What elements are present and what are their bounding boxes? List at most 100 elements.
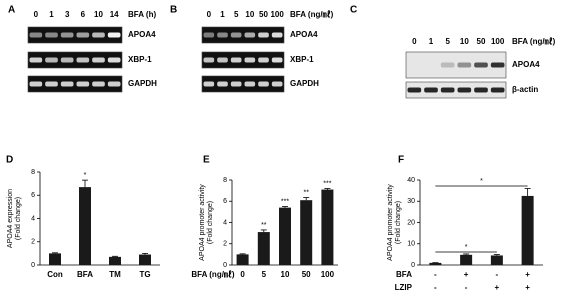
gel-strip [27, 26, 123, 44]
condition-value: + [495, 283, 500, 292]
significance: * [84, 172, 87, 179]
gel-band [457, 62, 472, 68]
y-tick-label: 2 [223, 241, 227, 248]
gel-band [258, 81, 269, 87]
lane-label: 5 [445, 37, 450, 46]
gel-band [60, 32, 74, 38]
gel-band [258, 57, 269, 63]
lane-label: 0 [34, 10, 39, 19]
row-label: β-actin [512, 85, 538, 94]
y-axis-label: (Fold change) [395, 201, 402, 244]
significance: *** [323, 180, 331, 187]
x-tick-label: TM [109, 270, 121, 279]
gel-strip [201, 75, 285, 93]
condition-name: BFA [396, 270, 412, 279]
gel-band [244, 57, 256, 63]
lane-label: 50 [259, 10, 268, 19]
y-tick-label: 8 [223, 177, 227, 184]
gel-band [107, 57, 121, 63]
gel-band [217, 57, 228, 63]
gel-band [217, 32, 228, 38]
y-tick-label: 0 [411, 262, 415, 269]
panel-label: D [6, 155, 13, 166]
bar [521, 195, 534, 265]
condition-value: + [464, 270, 469, 279]
lane-label: 50 [477, 37, 486, 46]
lane-label: 0 [207, 10, 212, 19]
y-axis-label: APOA4 expression [7, 189, 14, 248]
gel-band [29, 32, 43, 38]
y-tick-label: 10 [407, 241, 415, 248]
gel-band [76, 32, 90, 38]
gel-band [203, 57, 215, 63]
significance: * [480, 178, 483, 185]
treatment-label: BFA (ng/㎖) [290, 9, 334, 19]
gel-band [60, 57, 74, 63]
condition-value: + [525, 283, 530, 292]
gel-band [29, 57, 43, 63]
bar [429, 262, 442, 265]
x-tick-label: Con [47, 270, 63, 279]
lane-label: 6 [81, 10, 86, 19]
row-label: GAPDH [290, 79, 319, 88]
bar [49, 253, 61, 265]
gel-band [76, 57, 90, 63]
x-tick-label: 100 [321, 270, 335, 279]
condition-value: - [434, 283, 437, 292]
gel-band [92, 57, 105, 63]
lane-label: 100 [491, 37, 505, 46]
gel-band [107, 32, 121, 38]
gel-band [230, 57, 242, 63]
panel-label: F [398, 155, 404, 166]
panel-label: A [8, 5, 15, 16]
gel-strip [27, 75, 123, 93]
gel-strip [27, 51, 123, 69]
gel-strip [405, 51, 507, 79]
panel-label: B [170, 5, 177, 16]
gel-band [474, 62, 488, 68]
y-tick-label: 4 [31, 215, 35, 222]
x-tick-label: BFA [77, 270, 93, 279]
gel-band [92, 81, 105, 87]
y-tick-label: 4 [223, 219, 227, 226]
bar [79, 187, 91, 265]
panel-label: C [350, 5, 357, 16]
condition-value: - [465, 283, 468, 292]
bar [300, 200, 313, 265]
bar [279, 207, 291, 265]
gel-band [440, 87, 455, 93]
gel-band [407, 87, 422, 93]
x-tick-label: 5 [262, 270, 267, 279]
gel-band [424, 87, 438, 93]
significance: ** [261, 222, 267, 229]
row-label: XBP-1 [290, 55, 314, 64]
lane-label: 10 [460, 37, 469, 46]
bar [109, 256, 121, 265]
x-tick-label: 0 [240, 270, 245, 279]
y-tick-label: 0 [223, 262, 227, 269]
gel-band [107, 81, 121, 87]
gel-band [244, 32, 256, 38]
gel-band [203, 32, 215, 38]
row-label: APOA4 [512, 60, 540, 69]
y-tick-label: 8 [31, 169, 35, 176]
y-tick-label: 2 [31, 239, 35, 246]
y-tick-label: 6 [31, 192, 35, 199]
treatment-label: BFA (ng/㎖) [512, 36, 556, 46]
gel-band [45, 81, 58, 87]
gel-strip [201, 26, 285, 44]
gel-band [271, 32, 283, 38]
bar [139, 254, 151, 265]
y-axis-label: (Fold change) [207, 201, 214, 244]
x-tick-label: 10 [281, 270, 290, 279]
x-tick-label: TG [139, 270, 150, 279]
row-label: XBP-1 [128, 55, 152, 64]
lane-label: 10 [94, 10, 103, 19]
gel-band [76, 81, 90, 87]
lane-label: 0 [412, 37, 417, 46]
condition-value: - [434, 270, 437, 279]
lane-label: 5 [234, 10, 239, 19]
gel-strip [201, 51, 285, 69]
lane-label: 1 [220, 10, 225, 19]
gel-band [490, 62, 505, 68]
